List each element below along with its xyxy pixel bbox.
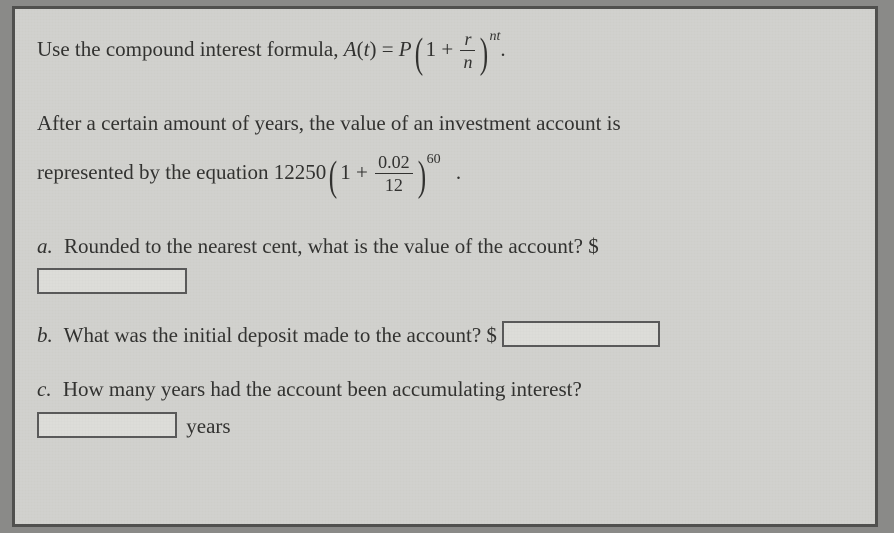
rate: 0.02 (375, 153, 413, 174)
principal: 12250 (274, 160, 327, 184)
one2: 1 (340, 160, 351, 184)
period2: . (456, 160, 461, 184)
var-A: A (344, 37, 357, 61)
plus2: + (351, 160, 373, 184)
text-c: How many years had the account been accu… (63, 377, 582, 401)
question-b: b. What was the initial deposit made to … (37, 320, 853, 352)
label-c: c. (37, 377, 52, 401)
question-c: c. How many years had the account been a… (37, 374, 853, 443)
investment-expression: 12250(1 + 0.0212)60 (274, 160, 446, 184)
given-line2-prefix: represented by the equation (37, 160, 274, 184)
var-P: P (399, 37, 412, 61)
intro-text: Use the compound interest formula, (37, 37, 344, 61)
answer-input-a[interactable] (37, 268, 187, 294)
exp60: 60 (427, 152, 441, 167)
plus: + (436, 37, 458, 61)
one: 1 (426, 37, 437, 61)
given-line1: After a certain amount of years, the val… (37, 108, 853, 140)
label-a: a. (37, 234, 53, 258)
var-r: r (460, 30, 475, 51)
period: . (500, 37, 505, 61)
investment-given: After a certain amount of years, the val… (37, 108, 853, 209)
text-b: What was the initial deposit made to the… (64, 323, 497, 347)
text-a: Rounded to the nearest cent, what is the… (64, 234, 599, 258)
compound-formula: A(t) = P(1 + rn)nt. (344, 37, 506, 61)
equals: = (376, 37, 398, 61)
answer-input-b[interactable] (502, 321, 660, 347)
label-b: b. (37, 323, 53, 347)
question-a: a. Rounded to the nearest cent, what is … (37, 231, 853, 295)
answer-input-c[interactable] (37, 412, 177, 438)
suffix-c: years (186, 414, 230, 438)
exp-nt: nt (489, 29, 500, 44)
worksheet-page: Use the compound interest formula, A(t) … (12, 6, 878, 527)
formula-intro: Use the compound interest formula, A(t) … (37, 23, 853, 86)
per: 12 (375, 174, 413, 194)
var-n: n (460, 51, 475, 71)
